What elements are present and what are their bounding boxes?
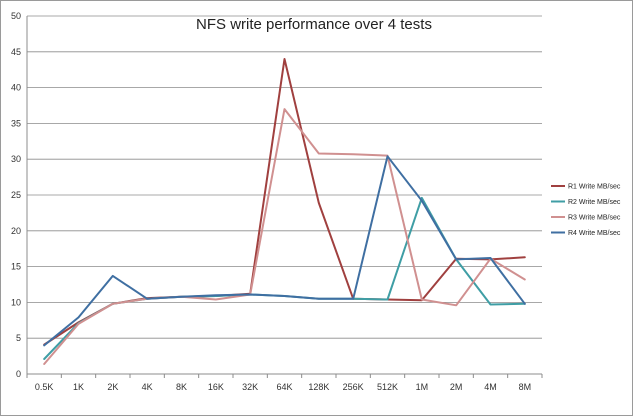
y-tick-label: 40 bbox=[11, 83, 21, 93]
x-tick-label: 2M bbox=[450, 382, 463, 392]
legend-label-r2: R2 Write MB/sec bbox=[568, 199, 621, 206]
y-tick-label: 35 bbox=[11, 118, 21, 128]
x-tick-label: 8M bbox=[519, 382, 532, 392]
series-line-r4 bbox=[43, 155, 526, 347]
x-tick-label: 1K bbox=[73, 382, 84, 392]
legend-label-r1: R1 Write MB/sec bbox=[568, 184, 621, 191]
legend-label-r3: R3 Write MB/sec bbox=[568, 215, 621, 222]
x-tick-label: 4M bbox=[484, 382, 497, 392]
x-tick-label: 256K bbox=[343, 382, 364, 392]
y-tick-label: 5 bbox=[16, 333, 21, 343]
y-tick-label: 15 bbox=[11, 262, 21, 272]
x-tick-label: 512K bbox=[377, 382, 398, 392]
x-tick-label: 128K bbox=[308, 382, 329, 392]
y-tick-label: 50 bbox=[11, 11, 21, 21]
y-tick-label: 10 bbox=[11, 297, 21, 307]
chart-title: NFS write performance over 4 tests bbox=[196, 16, 432, 33]
grid-lines bbox=[27, 15, 542, 339]
x-tick-label: 2K bbox=[107, 382, 118, 392]
legend-label-r4: R4 Write MB/sec bbox=[568, 230, 621, 237]
y-tick-label: 45 bbox=[11, 47, 21, 57]
series-lines bbox=[43, 58, 526, 365]
series-line-r1 bbox=[43, 58, 526, 346]
y-tick-label: 20 bbox=[11, 226, 21, 236]
legend: R1 Write MB/sec R2 Write MB/sec R3 Write M… bbox=[551, 184, 621, 237]
x-tick-label: 8K bbox=[176, 382, 187, 392]
x-tick-label: 32K bbox=[242, 382, 258, 392]
x-tick-label: 0.5K bbox=[35, 382, 54, 392]
y-tick-label: 25 bbox=[11, 190, 21, 200]
series-line-r3 bbox=[43, 108, 526, 365]
x-tick-label: 1M bbox=[416, 382, 429, 392]
x-tick-label: 16K bbox=[208, 382, 224, 392]
y-tick-label: 30 bbox=[11, 154, 21, 164]
x-tick-label: 64K bbox=[276, 382, 292, 392]
x-tick-label: 4K bbox=[142, 382, 153, 392]
y-tick-label: 0 bbox=[16, 369, 21, 379]
axes: 0 5 10 15 20 25 30 35 40 45 50 0.5K 1K 2K 4K 8K 16K 32K 64… bbox=[11, 11, 543, 392]
